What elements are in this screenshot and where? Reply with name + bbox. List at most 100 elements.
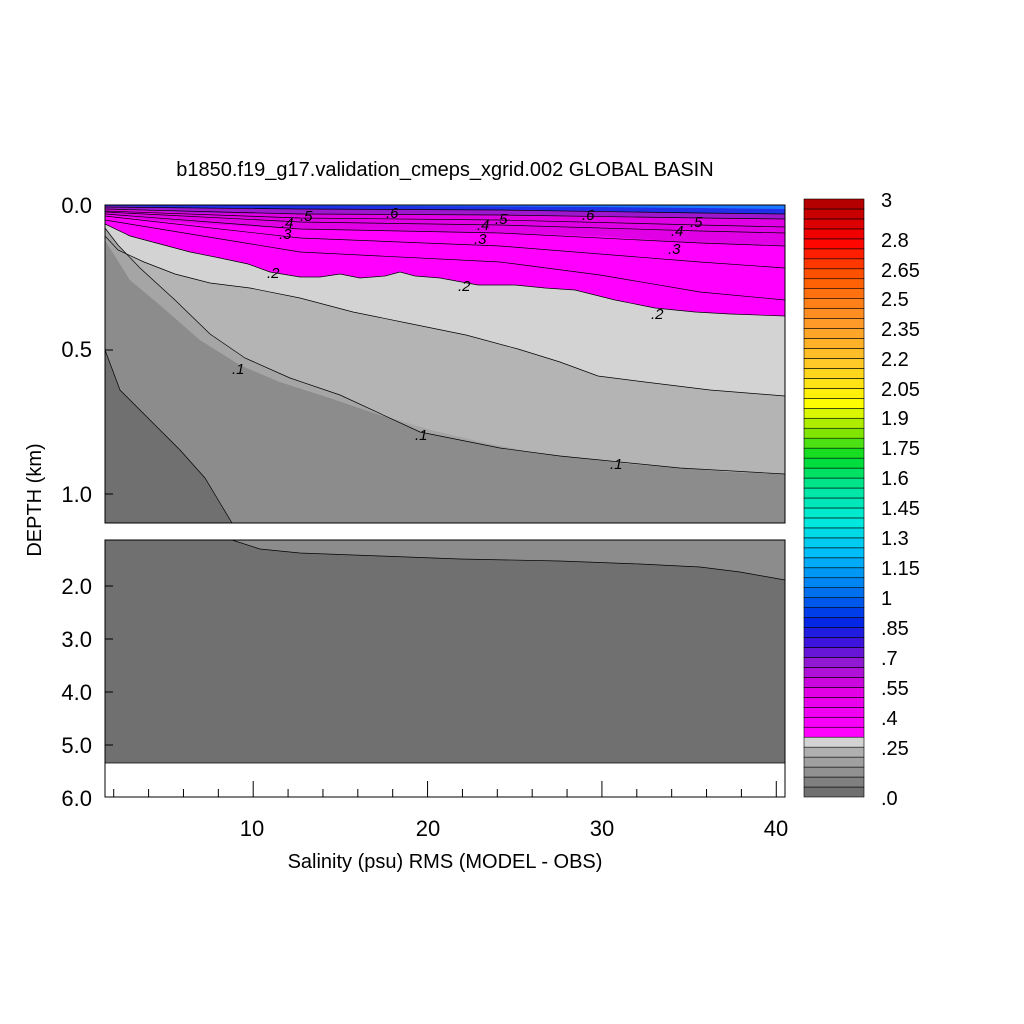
contour-label: .4 — [671, 223, 684, 240]
y-tick-label: 1.0 — [61, 482, 92, 507]
contour-band-0.5-0.65 — [105, 205, 785, 214]
colorbar-box — [803, 547, 865, 559]
colorbar-box — [803, 238, 865, 250]
colorbar-box — [803, 338, 865, 349]
colorbar-box — [803, 198, 865, 210]
contour-band-0.0-0.05 — [105, 350, 232, 523]
colorbar-box — [803, 348, 865, 359]
colorbar-box — [803, 537, 865, 549]
x-axis-ticks: 10 20 30 40 — [240, 816, 788, 841]
colorbar-label: 2.8 — [881, 230, 909, 252]
colorbar-box — [803, 288, 865, 299]
contour-line-0.45 — [105, 210, 785, 228]
colorbar-box — [803, 527, 865, 539]
colorbar-box — [803, 417, 865, 429]
colorbar-label: 1.15 — [881, 558, 920, 580]
colorbar-box — [803, 437, 865, 449]
x-tick-label: 20 — [416, 816, 440, 841]
colorbar-box — [803, 716, 865, 728]
lower-depth-panel — [105, 540, 785, 797]
colorbar-box — [803, 517, 865, 529]
colorbar-box — [803, 667, 865, 678]
colorbar-label: 1.9 — [881, 408, 909, 430]
colorbar-box — [803, 487, 865, 499]
colorbar-box — [803, 766, 865, 778]
colorbar-box — [803, 706, 865, 718]
colorbar-box — [803, 687, 865, 698]
y-tick-label: 2.0 — [61, 574, 92, 599]
colorbar-box — [803, 208, 865, 220]
colorbar-box — [803, 457, 865, 469]
contour-label: .5 — [690, 214, 703, 231]
contour-band-0.65-0.7 — [105, 205, 785, 209]
colorbar-box — [803, 447, 865, 459]
contour-label: .1 — [610, 456, 623, 473]
chart-title: b1850.f19_g17.validation_cmeps_xgrid.002… — [176, 159, 713, 181]
y-tick-label: 0.5 — [61, 337, 92, 362]
colorbar-box — [803, 557, 865, 569]
contour-band-0.0-0.05-lower — [105, 540, 785, 763]
colorbar — [803, 198, 865, 798]
colorbar-box — [803, 308, 865, 319]
colorbar-box — [803, 228, 865, 240]
colorbar-box — [803, 597, 865, 608]
colorbar-label: 1.6 — [881, 468, 909, 490]
colorbar-label: 1.75 — [881, 438, 920, 460]
colorbar-box — [803, 577, 865, 589]
y-axis-ticks-upper: 0.0 0.5 1.0 — [61, 193, 92, 507]
colorbar-label: 2.65 — [881, 260, 920, 282]
colorbar-box — [803, 756, 865, 768]
contour-label: .2 — [267, 265, 280, 282]
colorbar-box — [803, 368, 865, 379]
contour-line-0.05-lower — [231, 540, 785, 581]
contour-labels: .5 .6 .4 .3 .4 .5 .3 .6 .4 .5 .3 .2 .2 .… — [232, 205, 703, 473]
contour-label: .3 — [668, 241, 681, 258]
colorbar-labels: 3 2.8 2.65 2.5 2.35 2.2 2.05 1.9 1.75 1.6 1.45 1.3 1… — [881, 190, 920, 810]
contour-label: .1 — [232, 361, 245, 378]
colorbar-box — [803, 497, 865, 509]
x-axis-label: Salinity (psu) RMS (MODEL - OBS) — [288, 851, 603, 873]
y-tick-label: 5.0 — [61, 733, 92, 758]
contour-label: .4 — [281, 215, 294, 232]
x-minor-ticks — [113, 781, 777, 797]
colorbar-box — [803, 657, 865, 668]
upper-panel-frame — [104, 204, 786, 524]
colorbar-box — [803, 697, 865, 708]
colorbar-box — [803, 677, 865, 688]
colorbar-box — [803, 587, 865, 598]
colorbar-box — [803, 218, 865, 230]
colorbar-label: 1.3 — [881, 528, 909, 550]
contour-line-0.4 — [105, 211, 785, 234]
colorbar-label: 1.45 — [881, 498, 920, 520]
colorbar-box — [803, 477, 865, 489]
contour-label: .2 — [458, 278, 471, 295]
colorbar-box — [803, 786, 865, 798]
colorbar-box — [803, 726, 865, 738]
colorbar-box — [803, 328, 865, 339]
contour-line-0.15 — [105, 235, 785, 397]
x-tick-label: 10 — [240, 816, 264, 841]
contour-label: .3 — [279, 226, 292, 243]
colorbar-label: .85 — [881, 618, 909, 640]
upper-contour-lines — [105, 206, 785, 523]
colorbar-label: .4 — [881, 708, 898, 730]
colorbar-box — [803, 258, 865, 270]
colorbar-box — [803, 507, 865, 519]
contour-line-0.5 — [105, 208, 785, 220]
y-tick-label: 6.0 — [61, 786, 92, 811]
colorbar-box — [803, 736, 865, 748]
colorbar-box — [803, 398, 865, 409]
colorbar-box — [803, 248, 865, 260]
colorbar-label: .7 — [881, 648, 898, 670]
x-tick-label: 40 — [764, 816, 788, 841]
contour-label: .3 — [474, 231, 487, 248]
colorbar-box — [803, 567, 865, 579]
y-major-ticks — [105, 349, 113, 746]
y-tick-label: 0.0 — [61, 193, 92, 218]
contour-line-0.25 — [105, 219, 785, 301]
colorbar-label: 2.2 — [881, 349, 909, 371]
contour-label: .5 — [495, 211, 508, 228]
colorbar-box — [803, 617, 865, 628]
upper-depth-panel — [105, 205, 785, 523]
